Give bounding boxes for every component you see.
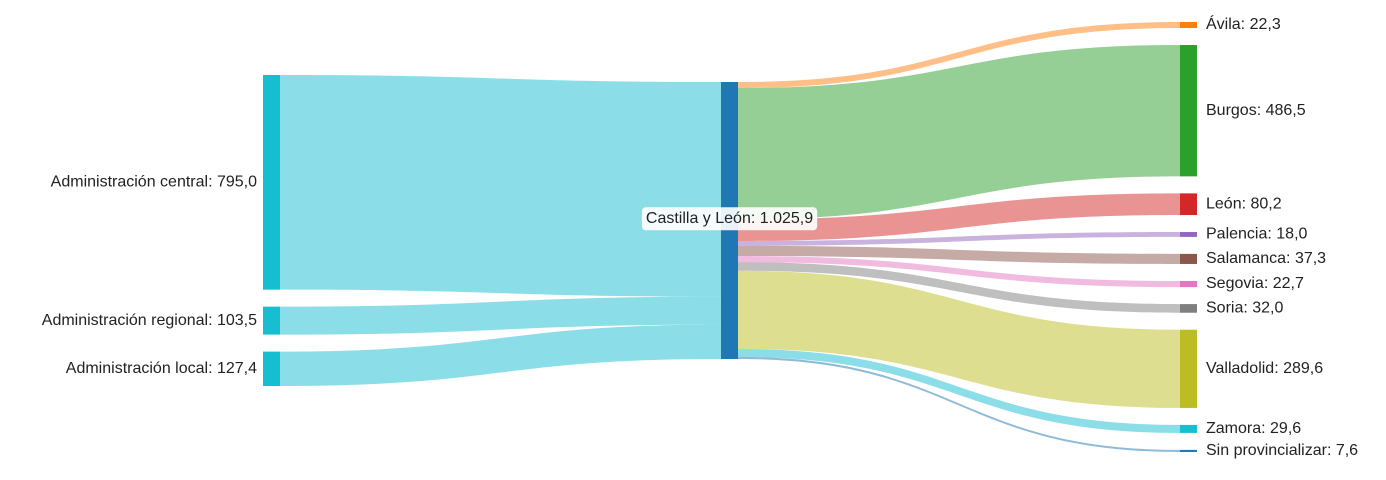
link	[738, 356, 1180, 452]
node	[1180, 304, 1197, 313]
link	[738, 22, 1180, 89]
link	[738, 45, 1180, 220]
node-label: Soria: 32,0	[1206, 300, 1283, 317]
node-label: Zamora: 29,6	[1206, 420, 1301, 437]
node	[263, 306, 280, 335]
node	[1180, 232, 1197, 237]
node-label: Administración central: 795,0	[51, 174, 257, 191]
node	[1180, 329, 1197, 408]
node-label: Burgos: 486,5	[1206, 102, 1306, 119]
link	[738, 270, 1180, 408]
link	[738, 232, 1180, 246]
node	[263, 75, 280, 290]
link	[738, 245, 1180, 264]
node-label: León: 80,2	[1206, 195, 1282, 212]
node-label: Castilla y León: 1.025,9	[646, 210, 813, 227]
node-label: Palencia: 18,0	[1206, 226, 1308, 243]
node	[1180, 280, 1197, 288]
label-background	[641, 207, 818, 231]
link	[738, 262, 1180, 313]
node-label-box: Castilla y León: 1.025,9	[641, 207, 818, 231]
node-label: Salamanca: 37,3	[1206, 250, 1326, 267]
link	[280, 296, 721, 335]
link	[738, 193, 1180, 242]
node	[1180, 424, 1197, 433]
node-label: Valladolid: 289,6	[1206, 360, 1323, 377]
node	[1180, 449, 1197, 452]
link	[738, 255, 1180, 288]
node	[1180, 22, 1197, 29]
link	[738, 348, 1180, 433]
link	[280, 324, 721, 386]
node	[1180, 45, 1197, 177]
node-label: Ávila: 22,3	[1206, 14, 1281, 33]
node	[1180, 253, 1197, 264]
node-label: Administración local: 127,4	[66, 360, 257, 377]
node	[263, 351, 280, 386]
node	[1180, 193, 1197, 216]
link	[280, 75, 721, 297]
node-label: Administración regional: 103,5	[42, 312, 257, 329]
node-label: Sin provincializar: 7,6	[1206, 442, 1358, 459]
node-label: Segovia: 22,7	[1206, 275, 1304, 292]
links	[280, 22, 1180, 452]
